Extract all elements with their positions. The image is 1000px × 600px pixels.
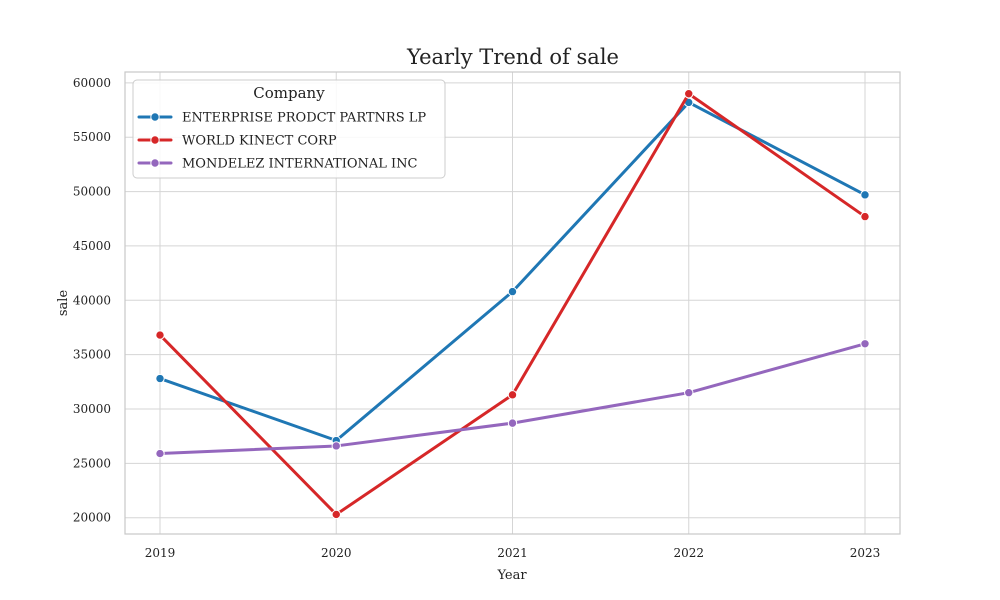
data-point xyxy=(155,330,165,340)
chart-title: Yearly Trend of sale xyxy=(406,45,619,69)
y-tick-label: 55000 xyxy=(73,130,111,144)
plot-frame xyxy=(124,71,901,535)
legend-label: ENTERPRISE PRODCT PARTNRS LP xyxy=(182,111,426,126)
legend-entry: WORLD KINECT CORP xyxy=(137,134,337,149)
data-point xyxy=(507,286,518,297)
series-3 xyxy=(155,339,870,459)
series-group xyxy=(155,89,870,520)
x-tick-label: 2020 xyxy=(321,546,352,560)
x-tick-label: 2022 xyxy=(673,546,704,560)
legend-title: Company xyxy=(253,84,325,102)
legend-entry: MONDELEZ INTERNATIONAL INC xyxy=(137,157,418,172)
y-tick-label: 25000 xyxy=(73,456,111,470)
data-point xyxy=(331,441,341,451)
legend: Company ENTERPRISE PRODCT PARTNRS LP WORL… xyxy=(132,79,446,179)
y-axis-ticks: 20000 25000 30000 35000 40000 45000 50000 55000… xyxy=(73,76,111,525)
legend-label: WORLD KINECT CORP xyxy=(182,134,337,149)
x-axis-label: Year xyxy=(496,568,527,583)
data-point xyxy=(155,373,165,384)
data-point xyxy=(860,339,870,349)
legend-box xyxy=(132,79,446,179)
series-2 xyxy=(155,89,870,520)
data-point xyxy=(507,390,518,400)
data-point xyxy=(155,448,165,459)
x-tick-label: 2021 xyxy=(497,546,528,560)
y-tick-label: 20000 xyxy=(73,511,111,525)
data-point xyxy=(331,509,341,520)
data-point xyxy=(860,190,870,200)
legend-swatch-marker xyxy=(150,158,160,168)
legend-entry: ENTERPRISE PRODCT PARTNRS LP xyxy=(137,111,426,126)
x-tick-label: 2019 xyxy=(145,546,176,560)
y-tick-label: 60000 xyxy=(73,76,111,90)
data-point xyxy=(860,211,870,222)
x-axis-ticks: 2019 2020 2021 2022 2023 xyxy=(145,546,881,560)
y-tick-label: 45000 xyxy=(73,239,111,253)
y-tick-label: 50000 xyxy=(73,185,111,199)
x-tick-label: 2023 xyxy=(850,546,881,560)
y-tick-label: 30000 xyxy=(73,402,111,416)
legend-swatch-marker xyxy=(150,135,160,145)
data-point xyxy=(684,387,694,398)
data-point xyxy=(684,89,694,99)
grid xyxy=(125,72,900,534)
y-axis-label: sale xyxy=(56,290,71,317)
legend-swatch-marker xyxy=(150,112,160,122)
data-point xyxy=(507,418,518,428)
y-tick-label: 35000 xyxy=(73,348,111,362)
legend-label: MONDELEZ INTERNATIONAL INC xyxy=(182,157,418,172)
y-tick-label: 40000 xyxy=(73,293,111,307)
legend-items: ENTERPRISE PRODCT PARTNRS LP WORLD KINECT… xyxy=(137,111,426,172)
